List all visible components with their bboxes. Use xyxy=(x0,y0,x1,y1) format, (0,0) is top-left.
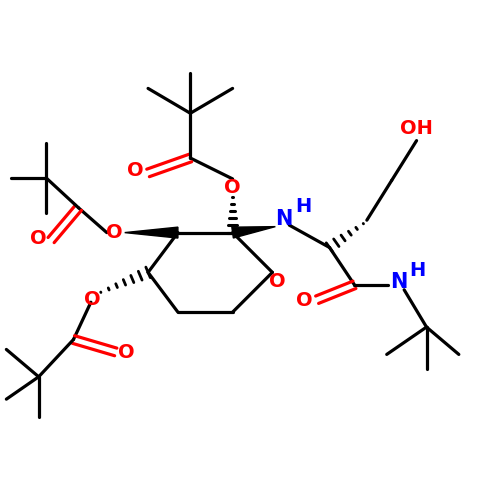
Text: N: N xyxy=(390,272,407,292)
Text: O: O xyxy=(30,229,47,248)
Text: O: O xyxy=(269,272,285,291)
Text: O: O xyxy=(296,291,313,310)
Text: O: O xyxy=(224,178,241,198)
Text: H: H xyxy=(410,262,426,280)
Text: O: O xyxy=(84,290,100,309)
Polygon shape xyxy=(232,226,276,238)
Polygon shape xyxy=(124,227,178,238)
Text: H: H xyxy=(295,197,312,216)
Text: O: O xyxy=(128,161,144,180)
Text: N: N xyxy=(276,208,293,229)
Text: O: O xyxy=(118,344,135,362)
Text: O: O xyxy=(106,223,123,242)
Text: OH: OH xyxy=(400,118,433,138)
